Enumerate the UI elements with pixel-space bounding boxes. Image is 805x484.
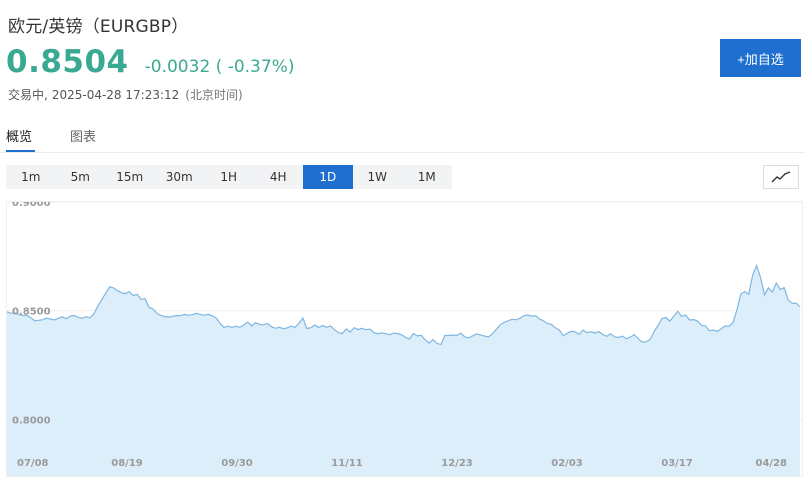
x-tick-label: 07/08 bbox=[17, 458, 49, 469]
interval-15m[interactable]: 15m bbox=[116, 170, 144, 184]
interval-1d[interactable]: 1D bbox=[303, 165, 353, 189]
chart-type-button[interactable] bbox=[763, 165, 799, 189]
y-tick-label: 0.9000 bbox=[12, 202, 51, 209]
price-chart[interactable]: 0.9000 0.8500 0.8000 07/08 08/19 09/30 11/11 12… bbox=[6, 201, 803, 477]
trading-status: 交易中, 2025-04-28 17:23:12 (北京时间) bbox=[8, 86, 243, 103]
line-chart-icon bbox=[771, 171, 791, 183]
x-tick-label: 04/28 bbox=[756, 458, 788, 469]
price-chart-svg: 0.9000 0.8500 0.8000 07/08 08/19 09/30 11/11 12… bbox=[7, 202, 802, 476]
interval-5m[interactable]: 5m bbox=[70, 170, 90, 184]
interval-selector: 1m 5m 15m 30m 1H 4H 1D 1W 1M bbox=[6, 165, 452, 189]
tab-chart[interactable]: 图表 bbox=[70, 130, 97, 145]
current-price: 0.8504 bbox=[6, 44, 129, 80]
timezone-label: (北京时间) bbox=[185, 88, 243, 102]
price-change: -0.0032 ( -0.37%) bbox=[145, 57, 295, 77]
change-value: -0.0032 bbox=[144, 57, 211, 77]
active-tab-indicator bbox=[6, 150, 35, 152]
tab-overview[interactable]: 概览 bbox=[6, 130, 33, 145]
x-tick-label: 11/11 bbox=[331, 458, 363, 469]
x-tick-label: 08/19 bbox=[111, 458, 143, 469]
y-tick-label: 0.8000 bbox=[12, 415, 51, 426]
interval-4h[interactable]: 4H bbox=[269, 170, 287, 184]
x-tick-label: 02/03 bbox=[551, 458, 583, 469]
interval-1h[interactable]: 1H bbox=[220, 170, 238, 184]
price-line bbox=[7, 263, 801, 346]
y-tick-label: 0.8500 bbox=[12, 307, 51, 318]
interval-30m[interactable]: 30m bbox=[165, 170, 193, 184]
interval-1m[interactable]: 1m bbox=[21, 170, 41, 184]
status-text: 交易中, bbox=[8, 88, 48, 102]
timestamp: 2025-04-28 17:23:12 bbox=[51, 88, 180, 102]
quote-row: 0.8504 -0.0032 ( -0.37%) bbox=[6, 44, 294, 80]
tab-bar: 概览 图表 bbox=[0, 118, 805, 153]
x-tick-label: 03/17 bbox=[661, 458, 693, 469]
interval-1mo[interactable]: 1M bbox=[417, 170, 436, 184]
page-title: 欧元/英镑（EURGBP） bbox=[8, 17, 189, 37]
x-tick-label: 12/23 bbox=[441, 458, 473, 469]
x-tick-label: 09/30 bbox=[221, 458, 253, 469]
change-percent: ( -0.37%) bbox=[215, 57, 295, 77]
price-area bbox=[7, 265, 800, 476]
interval-1w[interactable]: 1W bbox=[367, 170, 388, 184]
add-watchlist-button[interactable]: +加自选 bbox=[720, 39, 801, 77]
